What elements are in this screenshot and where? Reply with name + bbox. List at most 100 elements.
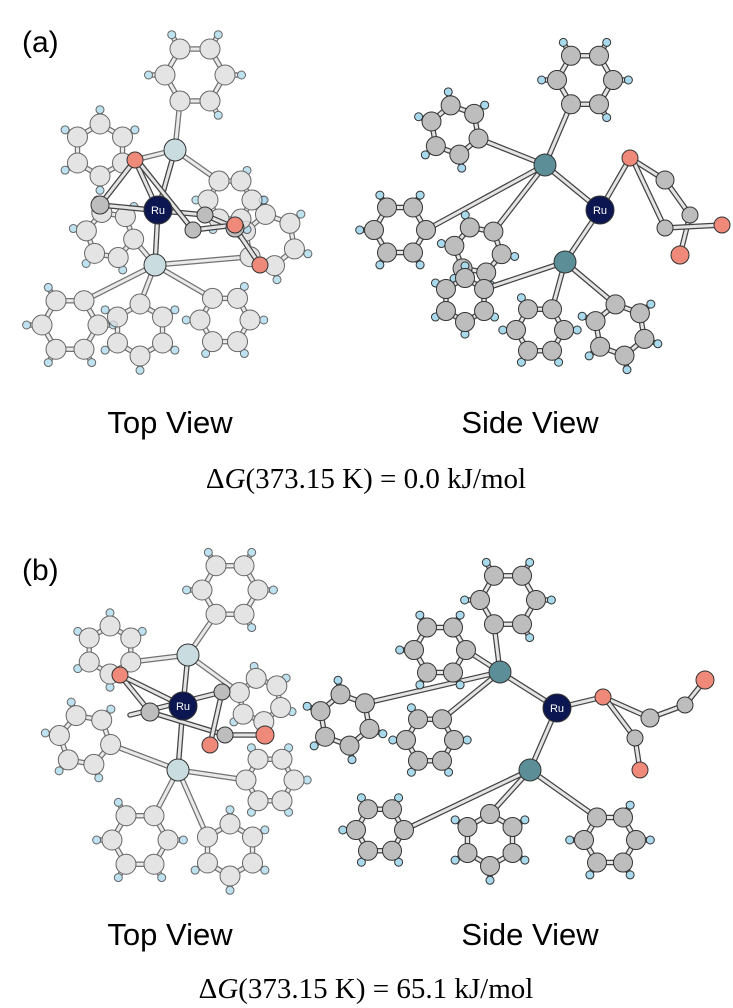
atom	[66, 706, 86, 726]
atom	[444, 88, 452, 96]
atom	[457, 641, 476, 660]
atom	[475, 302, 494, 321]
atom	[521, 816, 529, 824]
atom	[534, 154, 556, 176]
atom	[538, 76, 546, 84]
atom	[116, 854, 136, 874]
atom	[554, 251, 576, 273]
atom	[415, 113, 423, 121]
atom	[436, 280, 455, 299]
atom	[92, 710, 112, 730]
atom	[624, 76, 632, 84]
atom	[595, 689, 611, 705]
atom	[280, 213, 300, 233]
atom	[112, 667, 128, 683]
atom	[590, 46, 609, 65]
atom	[359, 841, 378, 860]
atom	[84, 754, 104, 774]
atom	[614, 808, 633, 827]
atom	[248, 791, 268, 811]
atom	[355, 694, 374, 713]
atom	[626, 801, 634, 809]
atom	[226, 886, 234, 894]
atom	[623, 366, 631, 374]
atom	[74, 339, 94, 359]
atom	[433, 710, 452, 729]
atom	[170, 39, 190, 59]
panel-label: (b)	[22, 554, 59, 587]
atom	[101, 306, 109, 314]
atom	[444, 663, 463, 682]
atom	[469, 129, 488, 148]
atom	[185, 222, 201, 238]
atom	[635, 329, 654, 348]
atom	[682, 207, 698, 223]
atom	[359, 800, 378, 819]
bond	[530, 770, 597, 817]
atom	[155, 65, 175, 85]
atom	[228, 332, 248, 352]
atom	[67, 698, 75, 706]
symbol: G	[225, 463, 246, 495]
atom	[376, 191, 384, 199]
atom	[101, 346, 109, 354]
atom	[456, 611, 464, 619]
atom	[238, 71, 246, 79]
atom	[441, 96, 460, 115]
atom	[465, 104, 484, 123]
atom	[261, 866, 269, 874]
atom	[379, 730, 387, 738]
atom	[90, 166, 110, 186]
atom	[641, 709, 659, 727]
atom	[416, 611, 424, 619]
atom	[334, 676, 342, 684]
atom	[61, 126, 69, 134]
atom	[456, 313, 475, 332]
atom	[437, 240, 445, 248]
atom	[463, 736, 471, 744]
atom	[114, 798, 122, 806]
atom	[418, 663, 437, 682]
atom	[383, 800, 402, 819]
atom	[526, 558, 534, 566]
atom	[356, 226, 364, 234]
atom	[198, 190, 218, 210]
atom	[477, 263, 496, 282]
atom	[74, 291, 94, 311]
atom	[416, 191, 424, 199]
bond	[493, 165, 545, 232]
atom	[445, 731, 464, 750]
atom	[131, 126, 139, 134]
atom	[316, 727, 335, 746]
phenyl-ring	[303, 672, 500, 764]
atom	[383, 841, 402, 860]
atom	[397, 731, 416, 750]
phenyl-ring	[183, 548, 278, 655]
atom	[606, 295, 625, 314]
atom	[481, 805, 500, 824]
atom	[233, 704, 253, 724]
atom	[548, 71, 567, 90]
phenyl-ring	[431, 262, 565, 338]
atom	[44, 283, 52, 291]
page: RuRuRuRu (a) (b) Top View Side View Top …	[0, 0, 733, 1008]
atom	[485, 566, 504, 585]
atom	[284, 770, 304, 790]
atom	[543, 300, 562, 319]
atom	[714, 217, 730, 233]
atom	[144, 854, 164, 874]
atom	[630, 304, 649, 323]
atom	[91, 196, 109, 214]
atom	[422, 112, 441, 131]
atom	[657, 220, 673, 236]
atom	[214, 684, 230, 700]
atom	[158, 874, 166, 882]
molecule-view: Ru	[356, 38, 730, 373]
atom	[214, 31, 222, 39]
atom	[585, 352, 593, 360]
atom	[88, 359, 96, 367]
atom	[590, 95, 609, 114]
atom	[209, 171, 229, 191]
atom	[183, 586, 191, 594]
atom	[646, 836, 654, 844]
